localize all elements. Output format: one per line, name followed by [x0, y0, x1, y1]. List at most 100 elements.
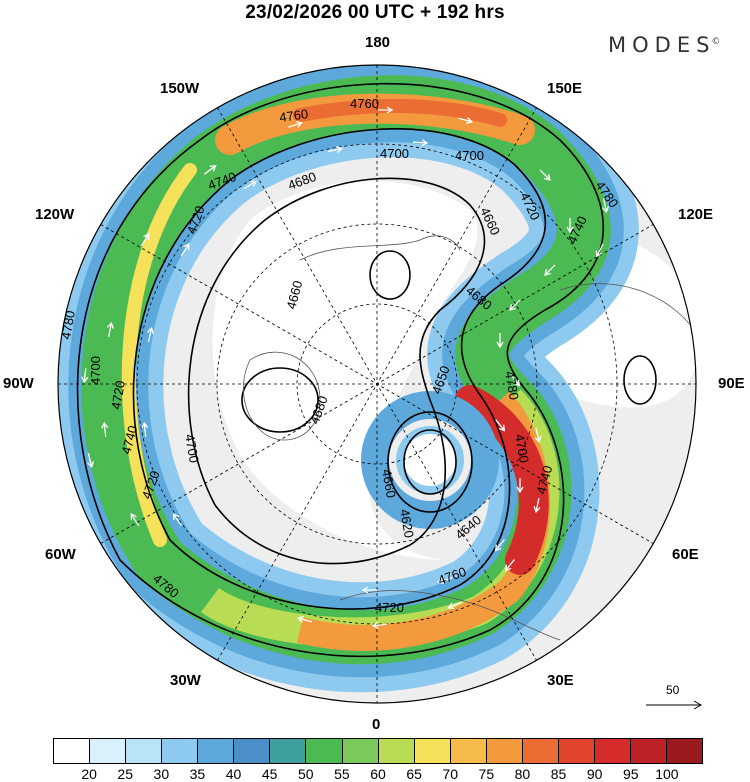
- lat-circle-2: [216, 223, 538, 545]
- colorbar-box: [414, 739, 451, 763]
- colorbar-tick-label: 55: [334, 766, 350, 782]
- wind-arrow: [458, 117, 473, 125]
- contour-label: 4700: [455, 148, 484, 163]
- colorbar-tick-label: 60: [370, 766, 386, 782]
- wind-arrow: [496, 333, 504, 349]
- contour-label: 4700: [380, 146, 409, 161]
- colorbar-box: [306, 739, 343, 763]
- wind-arrow: [494, 539, 505, 552]
- colorbar-tick-label: 40: [225, 766, 242, 782]
- colorbar: [53, 738, 703, 764]
- contour-inner: [187, 177, 486, 565]
- wind-arrow: [101, 421, 109, 438]
- wind-arrow: [204, 165, 217, 175]
- contour-low-north: [369, 250, 411, 300]
- contour-cutoff-1: [387, 411, 473, 513]
- contour-label: 4720: [108, 379, 128, 410]
- lon-label-30w: 30W: [170, 672, 201, 689]
- contour-mid: [132, 128, 547, 610]
- lon-label-120e: 120E: [678, 206, 714, 223]
- cutoff-low-band: [361, 391, 499, 529]
- lon-label-180: 180: [365, 34, 391, 51]
- colorbar-tick-label: 65: [406, 766, 422, 782]
- lon-label-0: 0: [372, 716, 381, 733]
- wind-arrow: [81, 367, 89, 384]
- wind-arrow: [533, 498, 541, 514]
- colorbar-tick-label: 45: [261, 766, 278, 782]
- contour-label: 4740: [118, 424, 140, 456]
- wind-arrow: [147, 326, 154, 342]
- wind-arrow: [495, 419, 506, 432]
- colorbar-tick-label: 100: [655, 766, 679, 782]
- wind-arrow: [106, 321, 114, 337]
- jet-core-north-red: [293, 98, 507, 127]
- colorbar-box: [54, 739, 91, 763]
- contour-label: 4700: [88, 356, 103, 385]
- colorbar-tick-label: 50: [297, 766, 314, 782]
- wind-arrow: [516, 478, 524, 494]
- polar-low-region: [212, 181, 478, 560]
- wind-arrow: [544, 264, 556, 276]
- colorbar-box: [594, 739, 631, 763]
- colorbar-tick-label: 20: [81, 766, 97, 782]
- wind-arrow: [601, 198, 609, 214]
- colorbar-box: [198, 739, 235, 763]
- reference-arrow-icon: [646, 700, 703, 710]
- wind-arrow: [566, 218, 574, 234]
- vector-scale-value: 50: [666, 683, 680, 697]
- contour-label: 4700: [512, 433, 532, 464]
- logo-text: MODES: [608, 33, 716, 57]
- meridian-150: [217, 107, 537, 661]
- lon-label-90e: 90E: [718, 375, 745, 392]
- wind-arrow: [509, 299, 521, 311]
- wind-arrow: [140, 232, 150, 247]
- wind-arrow: [87, 453, 95, 469]
- wind-arrow: [510, 374, 520, 387]
- colorbar-ticks: 20 25 30 35 40 45 50 55 60 65 70 75 80 85 90 95 100: [53, 766, 703, 782]
- wind-arrow: [437, 577, 452, 585]
- colorbar-tick-label: 70: [442, 766, 459, 782]
- wind-arrow: [328, 146, 344, 153]
- wind-arrow: [534, 428, 542, 444]
- wind-arrow: [378, 106, 394, 114]
- lon-label-60w: 60W: [45, 546, 76, 563]
- colorbar-tick-label: 25: [117, 766, 134, 782]
- wind-arrow: [361, 586, 377, 594]
- wind-arrow: [539, 169, 551, 181]
- contour-cutoff-2: [403, 429, 457, 495]
- jet-west-band: [121, 163, 197, 547]
- contour-label: 4780: [58, 309, 78, 340]
- colorbar-box: [522, 739, 559, 763]
- map-disk: [58, 65, 696, 703]
- colorbar-box: [667, 739, 703, 763]
- modes-logo: MODES©: [608, 33, 720, 57]
- colorbar-box: [162, 739, 199, 763]
- colorbar-box: [450, 739, 487, 763]
- colorbar-tick-label: 75: [478, 766, 495, 782]
- colorbar-tick-label: 90: [586, 766, 603, 782]
- lon-label-120w: 120W: [35, 206, 75, 223]
- colorbar-tick-label: 30: [153, 766, 170, 782]
- jet-core-south-red: [455, 385, 549, 575]
- wind-arrow: [243, 180, 258, 190]
- wind-arrow: [371, 621, 388, 629]
- wind-arrow: [297, 615, 312, 623]
- wind-arrow: [412, 139, 429, 147]
- colorbar-box: [270, 739, 307, 763]
- wind-arrow: [180, 242, 190, 257]
- colorbar-box: [558, 739, 595, 763]
- wind-arrow: [595, 243, 604, 258]
- colorbar-tick-label: 85: [550, 766, 567, 782]
- graticule: [58, 65, 696, 703]
- wind-arrow: [504, 559, 515, 572]
- vector-scale-key: 50: [644, 683, 708, 713]
- contour-pacific: [623, 355, 657, 405]
- lon-label-90w: 90W: [3, 375, 34, 392]
- colorbar-tick-label: 80: [514, 766, 531, 782]
- contour-label: 4780: [502, 370, 522, 401]
- wind-arrow: [141, 421, 149, 438]
- colorbar-box: [126, 739, 163, 763]
- logo-mark: ©: [711, 37, 721, 47]
- chart-title: 23/02/2026 00 UTC + 192 hrs: [245, 2, 505, 23]
- contour-low-west: [241, 367, 319, 433]
